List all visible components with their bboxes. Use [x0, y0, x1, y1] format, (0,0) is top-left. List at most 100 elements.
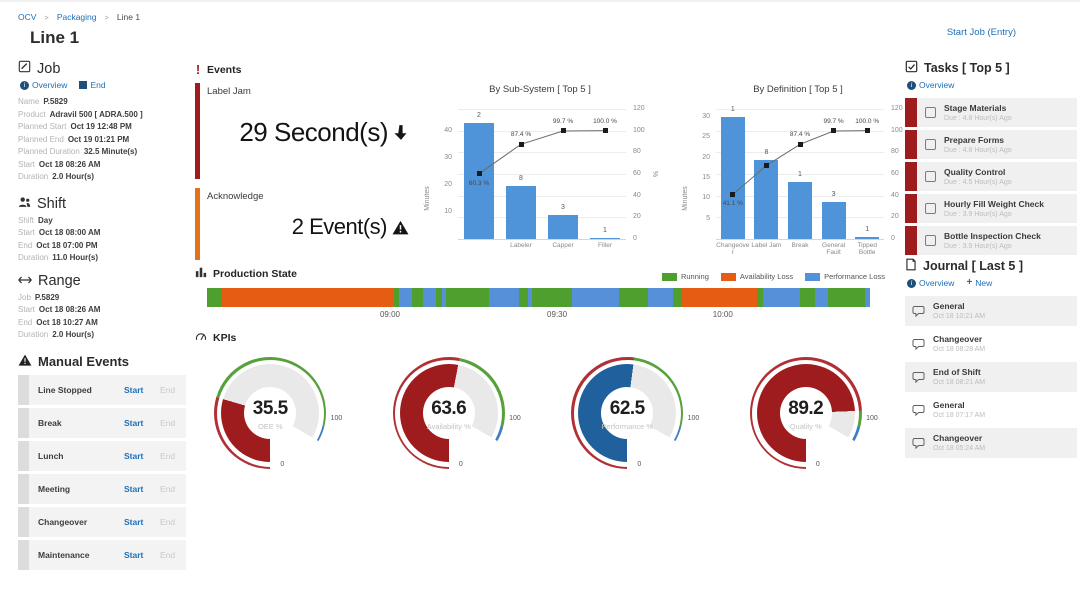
field-label: Duration: [18, 330, 49, 339]
timeline-segment-performance-loss[interactable]: [489, 288, 520, 307]
left-axis-tick: 40: [444, 126, 452, 134]
timeline-segment-running[interactable]: [411, 288, 424, 307]
x-axis-label: General Fault: [822, 242, 846, 256]
journal-row-general[interactable]: General Oct 18 10:21 AM: [905, 296, 1077, 326]
manual-event-start-button[interactable]: Start: [124, 516, 144, 527]
timeline-segment-performance-loss[interactable]: [442, 288, 447, 307]
left-axis-tick: 20: [444, 180, 452, 188]
breadcrumb-link-packaging[interactable]: Packaging: [56, 12, 97, 22]
task-row-bottle-inspection-check[interactable]: Bottle Inspection Check Due : 3.9 Hour(s)…: [905, 226, 1077, 255]
tasks-overview-link[interactable]: i Overview: [907, 80, 954, 90]
pareto-chart-by-definition: By Definition [ Top 5 ] 0 20 40 60 80 100 120 5…: [678, 84, 918, 256]
journal-row-changeover[interactable]: Changeover Oct 18 05:24 AM: [905, 428, 1077, 458]
field-label: Start: [18, 228, 35, 237]
task-checkbox[interactable]: [925, 203, 936, 214]
field-value: 11.0 Hour(s): [52, 253, 99, 262]
task-row-prepare-forms[interactable]: Prepare Forms Due : 4.8 Hour(s) Ago: [905, 130, 1077, 159]
gauge-value: 63.6: [431, 398, 467, 419]
shift-person-icon: [18, 196, 31, 212]
timeline-segment-running[interactable]: [618, 288, 649, 307]
timeline-segment-running[interactable]: [756, 288, 764, 307]
timeline-segment-running[interactable]: [207, 288, 222, 307]
manual-events-title: Manual Events: [38, 353, 130, 369]
timeline-segment-availability-loss[interactable]: [221, 288, 394, 307]
manual-event-start-button[interactable]: Start: [124, 384, 144, 395]
bar-count-label: 1: [730, 106, 735, 114]
task-checkbox[interactable]: [925, 235, 936, 246]
timeline-segment-performance-loss[interactable]: [865, 288, 870, 307]
timeline-segment-running[interactable]: [672, 288, 682, 307]
timeline-segment-running[interactable]: [519, 288, 528, 307]
field-value: 2.0 Hour(s): [52, 172, 95, 181]
manual-event-start-button[interactable]: Start: [124, 417, 144, 428]
timeline-segment-running[interactable]: [435, 288, 443, 307]
range-field: End Oct 18 10:27 AM: [18, 317, 186, 330]
row-accent-bar: [905, 130, 917, 159]
journal-row-general[interactable]: General Oct 18 07:17 AM: [905, 395, 1077, 425]
production-timeline[interactable]: [207, 288, 870, 307]
event-value-text: 2 Event(s): [291, 214, 388, 239]
journal-new-link[interactable]: + New: [966, 277, 993, 289]
range-field: Start Oct 18 08:26 AM: [18, 304, 186, 317]
timeline-segment-performance-loss[interactable]: [648, 288, 673, 307]
task-checkbox[interactable]: [925, 139, 936, 150]
timeline-segment-availability-loss[interactable]: [681, 288, 757, 307]
line-marker: [602, 128, 608, 134]
journal-overview-link[interactable]: i Overview: [907, 278, 954, 288]
timeline-segment-performance-loss[interactable]: [527, 288, 533, 307]
start-job-link[interactable]: Start Job (Entry): [946, 27, 1016, 38]
timeline-segment-performance-loss[interactable]: [423, 288, 436, 307]
job-end-link[interactable]: End: [79, 80, 106, 90]
task-row-hourly-fill-weight-check[interactable]: Hourly Fill Weight Check Due : 3.9 Hour(s…: [905, 194, 1077, 223]
event-card-label-jam[interactable]: Label Jam 29 Second(s): [195, 83, 411, 179]
journal-entry-type: General: [933, 400, 965, 410]
manual-event-end-button[interactable]: End: [160, 450, 176, 461]
task-row-quality-control[interactable]: Quality Control Due : 4.5 Hour(s) Ago: [905, 162, 1077, 191]
gridline: [458, 152, 626, 154]
manual-event-end-button[interactable]: End: [160, 384, 176, 395]
task-checkbox[interactable]: [925, 107, 936, 118]
gauge-min-label: 0: [280, 461, 285, 468]
journal-row-changeover[interactable]: Changeover Oct 18 08:28 AM: [905, 329, 1077, 359]
field-value: Oct 18 10:27 AM: [36, 317, 98, 327]
chat-icon: [912, 371, 925, 383]
timeline-segment-performance-loss[interactable]: [763, 288, 801, 307]
timeline-segment-running[interactable]: [446, 288, 490, 307]
task-checkbox[interactable]: [925, 171, 936, 182]
line-marker: [518, 141, 524, 147]
manual-event-start-button[interactable]: Start: [124, 450, 144, 461]
journal-row-end-of-shift[interactable]: End of Shift Oct 18 08:21 AM: [905, 362, 1077, 392]
event-value: 2 Event(s): [207, 214, 409, 240]
task-row-stage-materials[interactable]: Stage Materials Due : 4.8 Hour(s) Ago: [905, 98, 1077, 127]
event-card-acknowledge[interactable]: Acknowledge 2 Event(s): [195, 188, 411, 260]
right-axis-tick: 0: [891, 235, 895, 242]
manual-event-name: Lunch: [38, 450, 64, 461]
timeline-segment-running[interactable]: [800, 288, 815, 307]
timeline-segment-running[interactable]: [828, 288, 866, 307]
timeline-segment-running[interactable]: [532, 288, 573, 307]
event-accent-bar: [195, 188, 200, 260]
breadcrumb-separator: >: [104, 12, 109, 22]
timeline-segment-running[interactable]: [393, 288, 400, 307]
manual-event-start-button[interactable]: Start: [124, 483, 144, 494]
manual-event-end-button[interactable]: End: [160, 516, 176, 527]
task-name: Bottle Inspection Check: [944, 230, 1041, 241]
task-name: Stage Materials: [944, 102, 1007, 113]
chart-plot-area: 0 20 40 60 80 100 120 10 20 30 40 2 8 Labeler 3 Capper 1…: [424, 105, 658, 249]
manual-event-end-button[interactable]: End: [160, 483, 176, 494]
timeline-segment-performance-loss[interactable]: [399, 288, 412, 307]
manual-event-end-button[interactable]: End: [160, 549, 176, 560]
job-overview-link[interactable]: i Overview: [20, 80, 67, 90]
timeline-segment-performance-loss[interactable]: [572, 288, 619, 307]
manual-event-end-button[interactable]: End: [160, 417, 176, 428]
bar-count-label: 8: [764, 148, 769, 156]
bar-count-label: 3: [561, 203, 565, 211]
manual-event-name: Changeover: [38, 516, 88, 527]
events-header: ! Events: [195, 63, 411, 76]
job-field: Name P.5829: [18, 96, 186, 109]
range-field: Duration 2.0 Hour(s): [18, 329, 186, 342]
timeline-segment-performance-loss[interactable]: [814, 288, 829, 307]
manual-event-start-button[interactable]: Start: [124, 549, 144, 560]
breadcrumb-link-ocv[interactable]: OCV: [18, 12, 37, 22]
manual-event-row-line-stopped: Line Stopped Start End: [18, 374, 186, 405]
